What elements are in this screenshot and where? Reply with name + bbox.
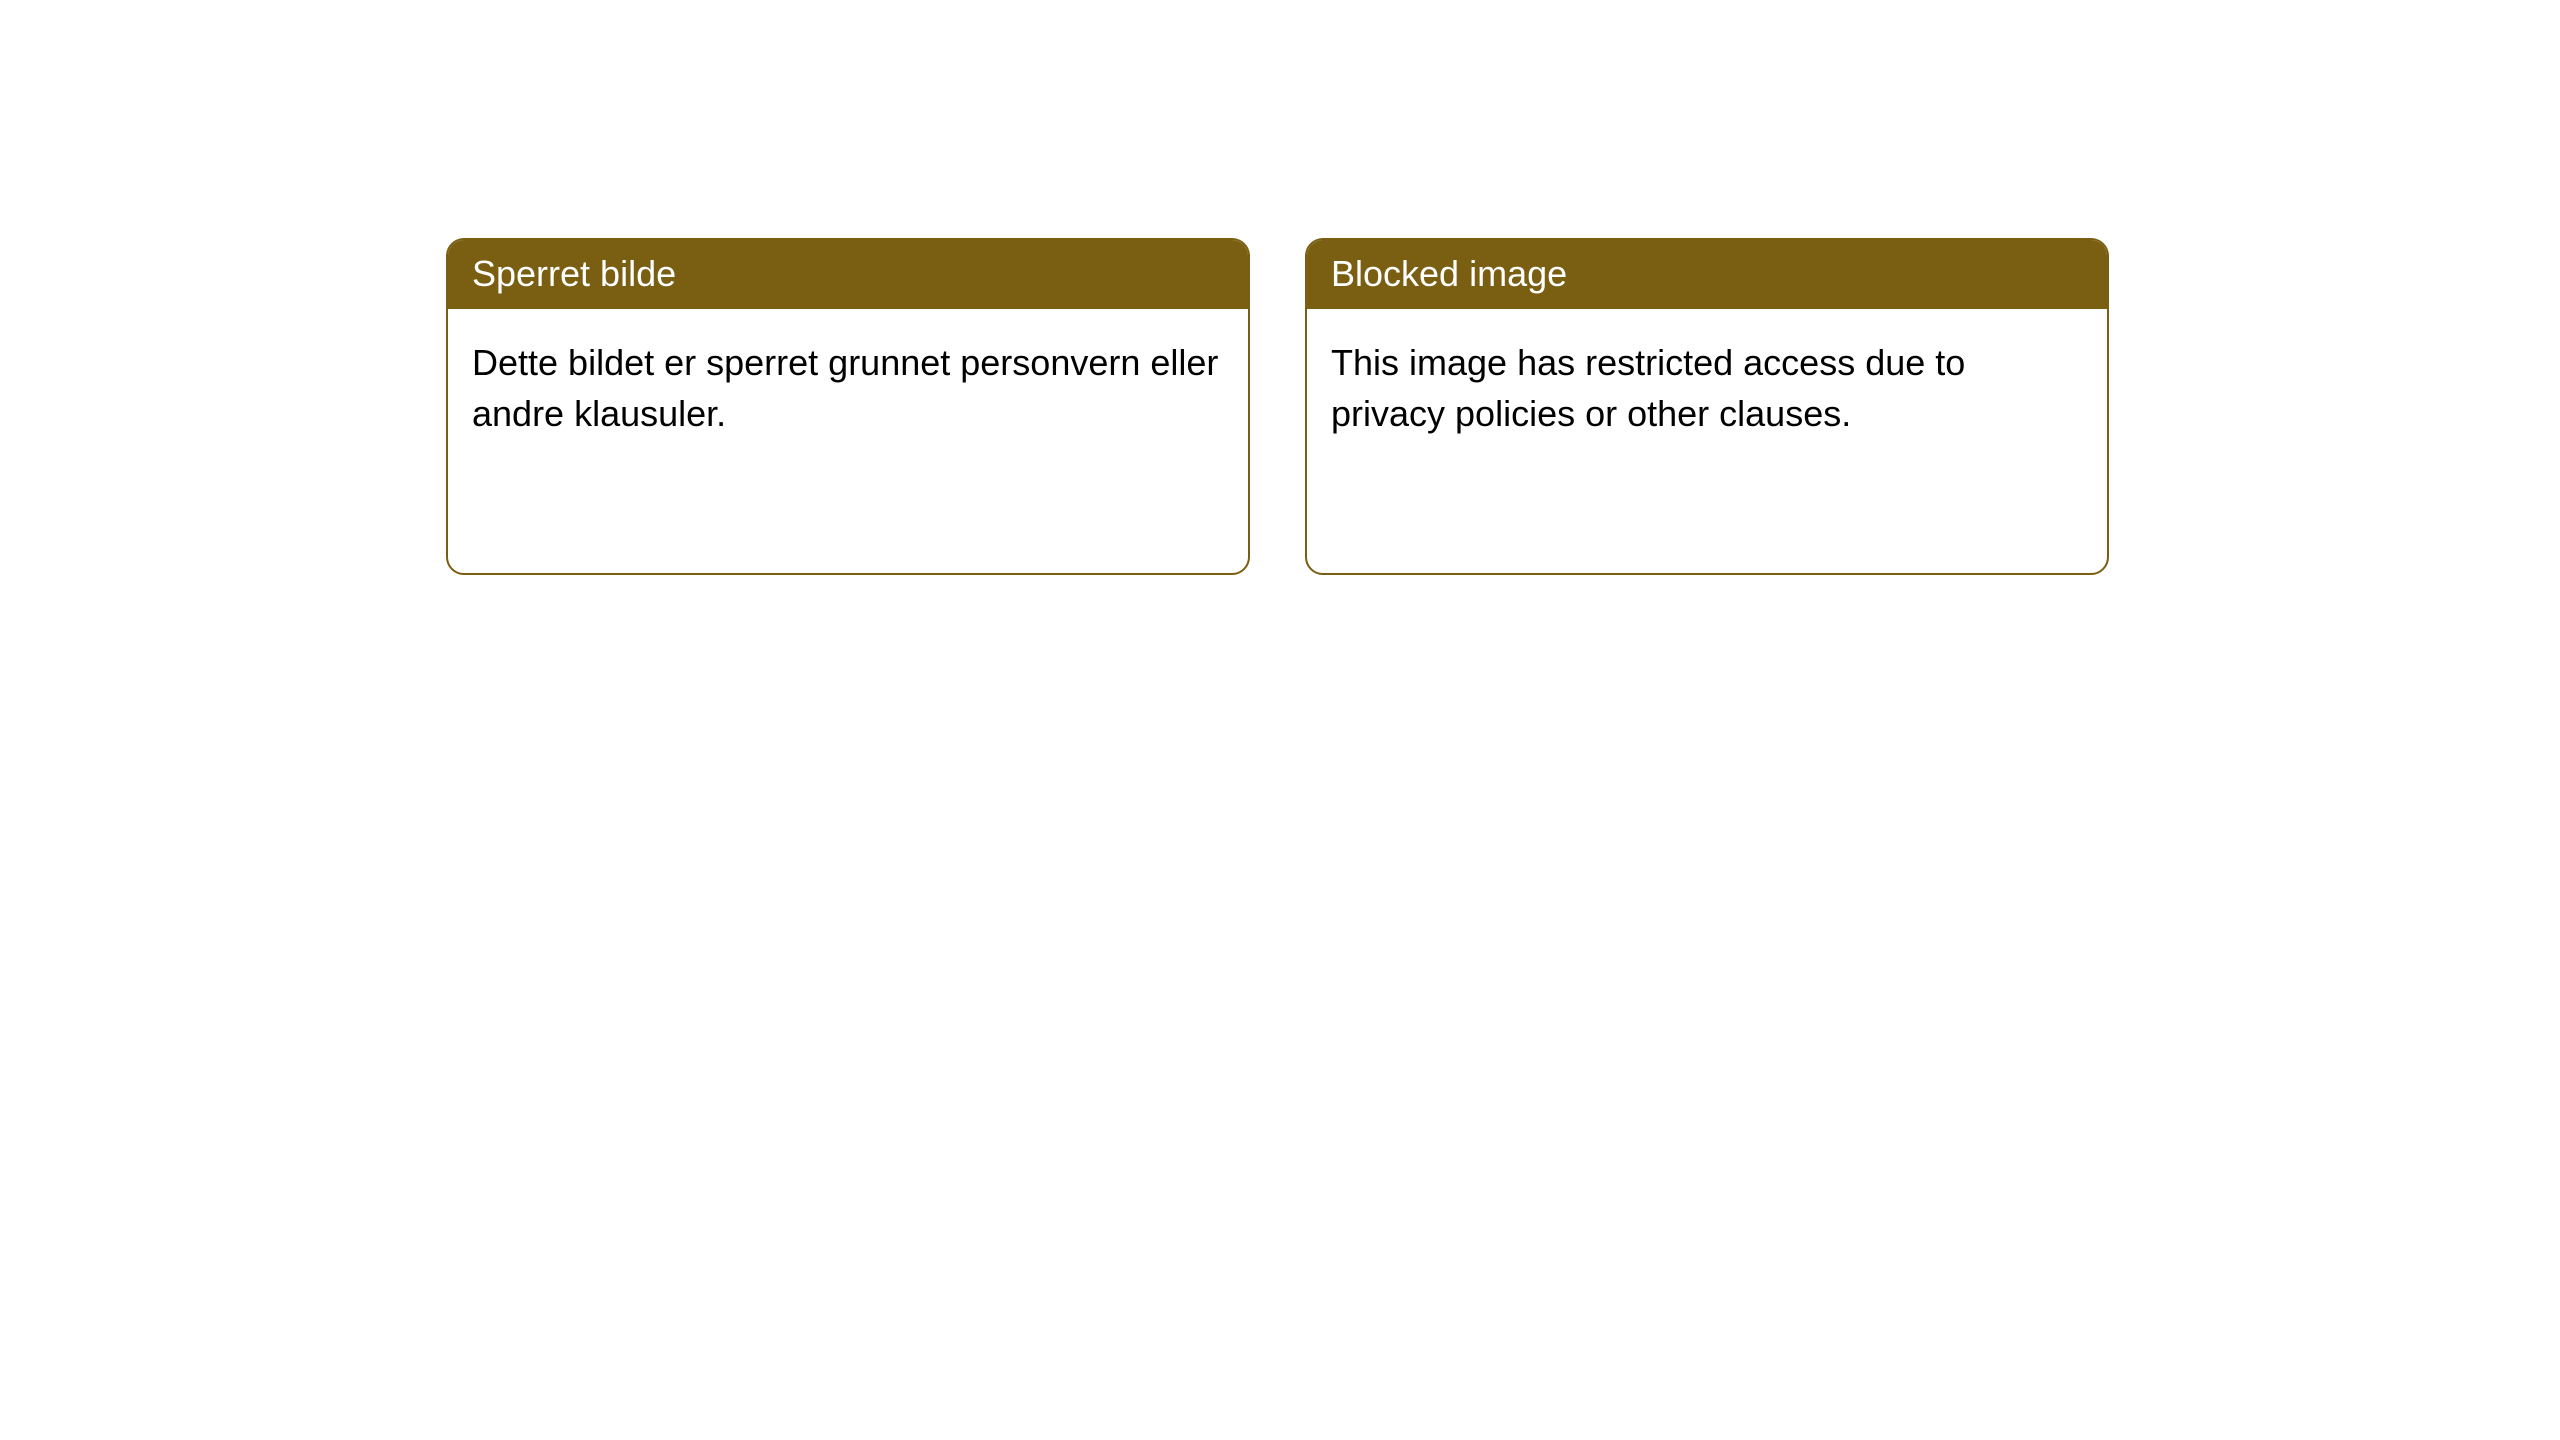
card-title: Blocked image <box>1307 240 2107 309</box>
card-body: Dette bildet er sperret grunnet personve… <box>448 309 1248 467</box>
card-english: Blocked image This image has restricted … <box>1305 238 2109 575</box>
card-body: This image has restricted access due to … <box>1307 309 2107 467</box>
card-norwegian: Sperret bilde Dette bildet er sperret gr… <box>446 238 1250 575</box>
blocked-image-cards: Sperret bilde Dette bildet er sperret gr… <box>446 238 2109 575</box>
card-title: Sperret bilde <box>448 240 1248 309</box>
